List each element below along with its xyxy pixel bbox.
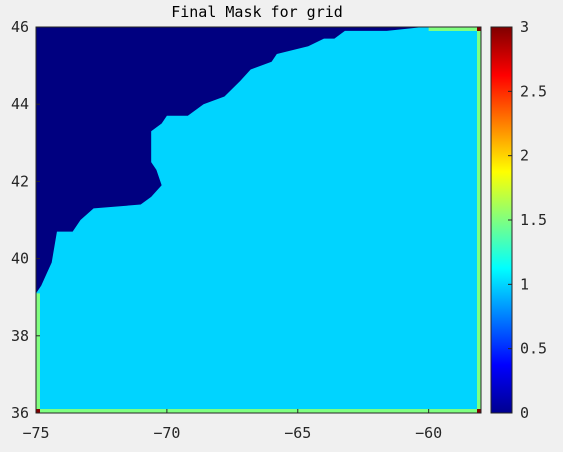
y-tick-label: 36 [11,404,29,422]
colorbar-tick-label: 0 [520,404,529,422]
corner-top-right [477,27,481,31]
x-tick-label: −65 [284,424,311,442]
colorbar-tick-label: 1 [520,275,529,293]
y-tick-label: 42 [11,172,29,190]
chart-title: Final Mask for grid [171,3,343,21]
corner-bottom-right [477,409,481,413]
boundary-bottom [36,409,481,413]
corner-bottom-left [36,409,40,413]
x-tick-label: −70 [153,424,180,442]
plot-area [36,27,481,413]
colorbar-tick-label: 0.5 [520,340,547,358]
land-region [36,27,429,294]
colorbar-tick-label: 1.5 [520,211,547,229]
boundary-left [36,293,40,413]
y-tick-label: 44 [11,95,29,113]
boundary-right [477,27,481,413]
colorbar-tick-label: 3 [520,18,529,36]
axes-box [35,26,482,414]
colorbar-tick-label: 2.5 [520,82,547,100]
axes: −75 −70 −65 −60 36 38 40 42 44 46 [11,18,482,442]
colorbar: 0 0.5 1 1.5 2 2.5 3 [490,18,547,422]
inland-water-region [263,54,306,116]
x-tick-label: −75 [22,424,49,442]
y-tick-label: 46 [11,18,29,36]
colorbar-tick-label: 2 [520,147,529,165]
y-tick-label: 40 [11,250,29,268]
x-tick-label: −60 [415,424,442,442]
y-tick-label: 38 [11,327,29,345]
boundary-top [428,27,481,31]
